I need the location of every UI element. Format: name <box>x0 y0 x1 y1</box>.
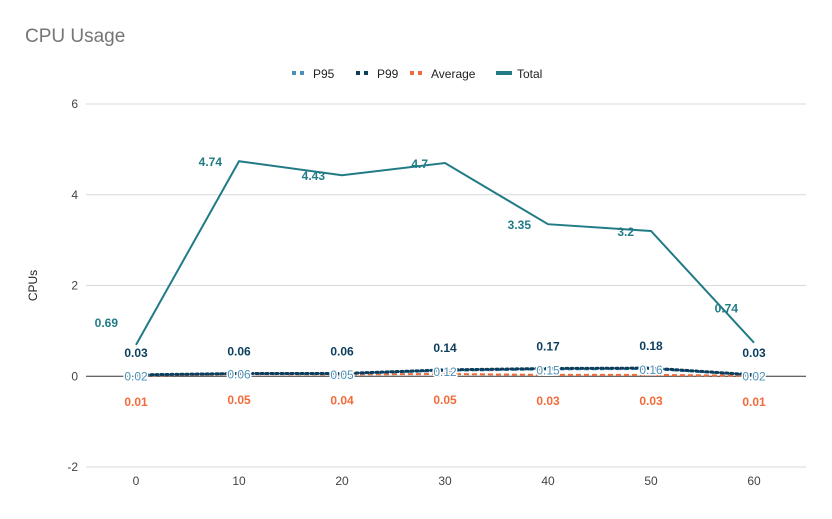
data-label-halo-p95: 0.15 <box>536 363 560 377</box>
data-label-total: 3.35 <box>508 218 532 232</box>
data-label-total: 4.43 <box>302 169 326 183</box>
y-axis-title: CPUs <box>26 270 40 301</box>
data-label-average: 0.03 <box>639 394 663 408</box>
legend-swatch-average <box>410 71 414 75</box>
data-label-p99: 0.14 <box>433 341 457 355</box>
data-label-halo-p95: 0.12 <box>433 365 457 379</box>
data-label-average: 0.05 <box>433 393 457 407</box>
x-tick-label: 60 <box>747 474 761 488</box>
series-line-p99 <box>134 366 756 377</box>
data-label-p99: 0.17 <box>536 340 560 354</box>
y-tick-label: 4 <box>71 188 78 202</box>
data-label-p95: 0.16 <box>639 363 663 377</box>
series-line-total <box>135 160 755 346</box>
series-line-average <box>135 372 755 377</box>
data-label-halo-p95: 0.02 <box>742 369 766 383</box>
legend-swatch-p99 <box>364 71 368 75</box>
legend-label-total: Total <box>517 67 542 81</box>
legend-label-p95: P95 <box>313 67 335 81</box>
data-label-total: 0.74 <box>715 302 739 316</box>
legend-item-p95: P95 <box>292 67 335 81</box>
x-tick-label: 40 <box>541 474 555 488</box>
x-tick-label: 30 <box>438 474 452 488</box>
data-label-average: 0.05 <box>227 393 251 407</box>
data-label-p99: 0.03 <box>742 346 766 360</box>
x-tick-label: 10 <box>232 474 246 488</box>
data-label-p95: 0.06 <box>227 368 251 382</box>
data-label-total: 4.7 <box>411 157 428 171</box>
data-label-total: 0.69 <box>95 316 119 330</box>
data-label-p99: 0.03 <box>124 346 148 360</box>
data-label-p95: 0.12 <box>433 365 457 379</box>
legend-label-average: Average <box>431 67 476 81</box>
data-label-average: 0.01 <box>124 395 148 409</box>
y-tick-label: 2 <box>71 279 78 293</box>
data-label-halo-p95: 0.05 <box>330 368 354 382</box>
y-tick-label: 0 <box>71 369 78 383</box>
legend-item-total: Total <box>496 67 542 81</box>
data-label-p99: 0.18 <box>639 339 663 353</box>
data-label-p99: 0.06 <box>330 345 354 359</box>
data-label-p99: 0.06 <box>227 345 251 359</box>
data-label-halo-p95: 0.16 <box>639 363 663 377</box>
data-label-average: 0.01 <box>742 395 766 409</box>
data-label-p95: 0.02 <box>124 369 148 383</box>
data-label-p95: 0.15 <box>536 363 560 377</box>
x-tick-label: 0 <box>133 474 140 488</box>
legend-swatch-total <box>496 71 512 75</box>
data-label-halo-p95: 0.06 <box>227 368 251 382</box>
x-tick-label: 50 <box>644 474 658 488</box>
legend-item-p99: P99 <box>356 67 399 81</box>
legend-swatch-p95 <box>300 71 304 75</box>
data-label-average: 0.03 <box>536 394 560 408</box>
data-label-total: 3.2 <box>617 225 634 239</box>
data-label-average: 0.04 <box>330 393 354 407</box>
legend-swatch-p95 <box>292 71 296 75</box>
x-tick-label: 20 <box>335 474 349 488</box>
legend-item-average: Average <box>410 67 476 81</box>
y-tick-label: -2 <box>67 460 78 474</box>
legend-swatch-average <box>418 71 422 75</box>
legend-label-p99: P99 <box>377 67 399 81</box>
legend-swatch-p99 <box>356 71 360 75</box>
data-label-halo-p95: 0.02 <box>124 369 148 383</box>
y-tick-label: 6 <box>71 97 78 111</box>
data-label-total: 4.74 <box>199 155 223 169</box>
data-label-p95: 0.02 <box>742 369 766 383</box>
data-label-p95: 0.05 <box>330 368 354 382</box>
chart-title: CPU Usage <box>25 26 126 47</box>
